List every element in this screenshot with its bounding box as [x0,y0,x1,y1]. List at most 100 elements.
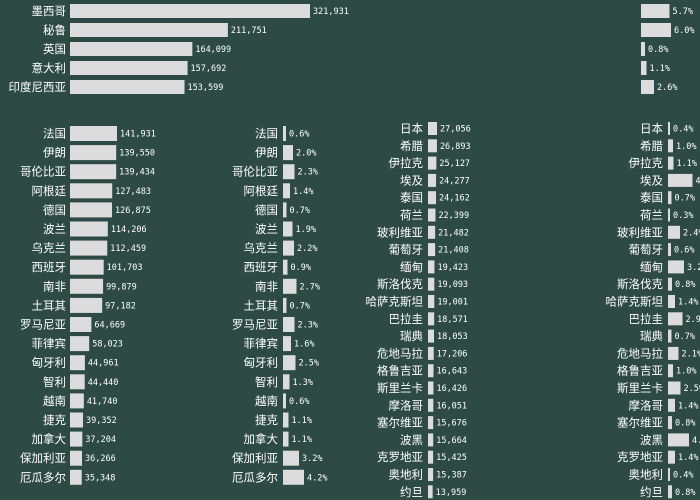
bar [428,295,435,308]
category-label: 波黑 [400,433,423,447]
category-label: 希腊 [640,139,663,153]
value-label: 39,352 [86,416,117,426]
bar-row: 巴拉圭 18,571 [389,312,468,326]
bar-row: 厄瓜多尔 4.2% [232,469,327,485]
bar [283,126,286,141]
bar-row: 格鲁吉亚 16,643 [377,364,467,378]
value-label: 2.3% [298,168,318,178]
value-label: 153,599 [188,83,224,93]
bar-row: 波兰 114,206 [43,221,147,237]
value-label: 1.4% [678,298,698,308]
bar [283,431,289,447]
bar [428,312,435,326]
bar [428,277,435,291]
bar-row: 乌克兰 2.2% [244,240,317,256]
bar-row: 希腊 1.0% [640,139,696,153]
value-label: 24,277 [439,176,470,186]
bar-row: 英国 164,099 [43,42,231,56]
value-label: 157,692 [191,64,227,74]
bar [668,485,672,499]
bar [70,183,113,199]
category-label: 巴拉圭 [629,312,664,326]
bar-row: 希腊 26,893 [400,139,471,153]
bar [283,259,288,275]
bar-row: 保加利亚 36,266 [20,450,116,466]
category-label: 意大利 [32,61,67,75]
bar-row: 塞尔维亚 15,676 [377,416,467,430]
bar-row: 泰国 24,162 [400,191,470,205]
category-label: 印度尼西亚 [9,80,67,94]
bar [70,355,85,371]
value-label: 0.8% [648,45,668,55]
bar [668,450,675,464]
category-label: 法国 [43,127,66,141]
bar [70,469,82,485]
chart-panel-0: 墨西哥 321,931 秘鲁 211,751 英国 164,099 意大利 157,692 印度… [9,4,349,94]
category-label: 厄瓜多尔 [20,470,66,484]
category-label: 缅甸 [640,260,663,274]
value-label: 1.4% [678,453,698,463]
category-label: 乌克兰 [244,241,279,255]
bar-row: 0.8% [641,42,668,56]
bar-row: 荷兰 22,399 [400,208,469,222]
category-label: 匈牙利 [244,356,279,370]
bar [668,329,672,343]
bar [428,364,434,378]
value-label: 4.2% [692,436,700,446]
category-label: 墨西哥 [32,4,67,18]
bar [70,374,85,390]
value-label: 15,387 [436,471,467,481]
bar [283,145,293,161]
value-label: 41,740 [87,397,118,407]
chart-panel-2: 法国 141,931 伊朗 139,550 哥伦比亚 139,434 阿根廷 127,483 德… [20,126,156,485]
value-label: 17,206 [437,349,468,359]
value-label: 0.8% [675,419,695,429]
category-label: 加拿大 [32,432,67,446]
bar-row: 匈牙利 2.5% [244,355,319,371]
bar-row: 斯里兰卡 2.5% [617,381,700,395]
value-label: 15,664 [436,436,467,446]
value-label: 13,959 [436,488,467,498]
category-label: 危地马拉 [377,346,423,360]
bar [668,225,680,239]
bar-row: 哈萨克斯坦 1.4% [606,295,699,309]
bar-row: 日本 0.4% [640,122,693,136]
bar [428,346,434,360]
category-label: 越南 [43,394,66,408]
bar [283,469,304,485]
bar [428,398,434,412]
value-label: 2.6% [657,83,677,93]
value-label: 2.7% [300,282,320,292]
bar-row: 摩洛哥 16,051 [389,398,468,412]
bar [70,297,103,313]
bar-row: 缅甸 3.2% [640,260,700,274]
category-label: 约旦 [400,485,423,499]
value-label: 44,961 [88,359,119,369]
bar [668,122,670,135]
value-label: 0.4% [673,125,693,135]
bar-row: 2.6% [641,80,677,94]
category-label: 埃及 [400,173,423,187]
value-label: 15,425 [436,453,467,463]
category-label: 西班牙 [244,260,279,274]
bar [70,450,83,466]
bar-row: 1.1% [641,61,670,75]
bar-row: 加拿大 1.1% [244,431,312,447]
category-label: 罗马尼亚 [20,318,66,332]
value-label: 2.2% [297,244,317,254]
value-label: 139,550 [119,149,155,159]
bar [428,156,437,170]
category-label: 保加利亚 [20,451,66,465]
bar [641,4,670,18]
bar-row: 法国 0.6% [255,126,309,141]
category-label: 危地马拉 [617,346,663,360]
value-label: 64,669 [94,321,125,331]
category-label: 奥地利 [629,468,664,482]
value-label: 114,206 [111,225,147,235]
bar [70,4,310,18]
bar [70,42,193,56]
value-label: 1.9% [296,225,316,235]
category-label: 日本 [400,122,423,136]
bar-row: 瑞典 0.7% [640,329,695,343]
category-label: 波兰 [43,222,66,236]
